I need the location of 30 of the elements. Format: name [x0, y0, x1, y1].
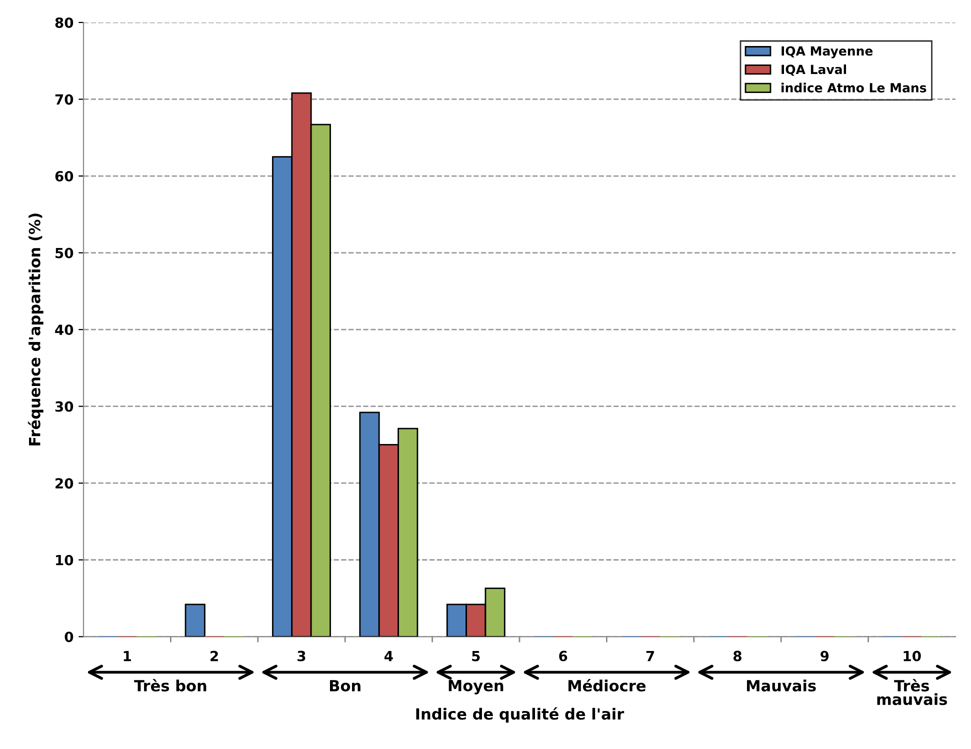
y-tick-label: 60 [55, 170, 74, 182]
x-tick-label: 5 [472, 650, 480, 662]
x-tick-label: 2 [210, 650, 218, 662]
y-tick-label: 40 [55, 324, 74, 336]
text: Très mauvais [877, 679, 947, 706]
text: Médiocre [568, 679, 646, 692]
y-tick-label: 50 [56, 248, 74, 258]
x-tick-label: 3 [298, 650, 306, 662]
y-tick-label: 0 [64, 632, 74, 642]
y-tick-label: 10 [56, 554, 74, 566]
x-tick-label: 9 [820, 650, 829, 662]
x-tick-label: 8 [733, 650, 742, 662]
y-tick-label: 70 [55, 94, 74, 105]
text: Mauvais [746, 680, 816, 692]
x-tick-label: 6 [559, 650, 568, 662]
x-tick-label: 4 [384, 650, 393, 662]
x-tick-label: 7 [646, 650, 654, 662]
text: Bon [330, 680, 360, 692]
text: Moyen [448, 680, 504, 694]
legend-label: IQA Mayenne [782, 46, 873, 58]
x-tick-label: 10 [904, 650, 921, 662]
legend-label: IQA Laval [782, 64, 846, 76]
legend-label: indice Atmo Le Mans [782, 82, 926, 92]
text: Très bon [134, 679, 206, 692]
y-axis-title: Fréquence d'apparition (%) [28, 214, 44, 446]
y-tick-label: 30 [55, 401, 74, 412]
x-axis-title: Indice de qualité de l'air [416, 707, 624, 723]
y-tick-label: 80 [55, 17, 74, 28]
x-tick-label: 1 [124, 650, 131, 662]
y-tick-label: 20 [56, 478, 74, 489]
